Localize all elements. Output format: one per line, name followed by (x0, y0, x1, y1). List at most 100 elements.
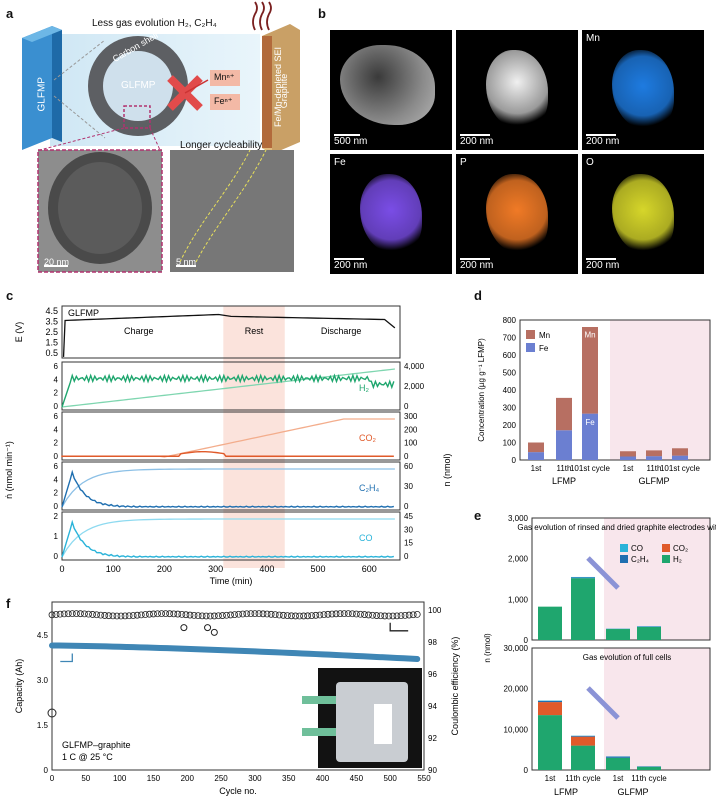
left-tick: 0 (54, 452, 59, 461)
tem-image-right (170, 150, 294, 272)
ce-point (324, 610, 332, 618)
left-tick: 4 (54, 375, 59, 384)
panel-letter-f: f (6, 596, 11, 611)
y2-axis-label: Coulombic efficiency (%) (450, 637, 460, 736)
scale-bar (334, 258, 364, 260)
ce-outlier (204, 624, 212, 632)
rest-shading (223, 306, 285, 568)
ce-point (312, 611, 320, 619)
ce-point (52, 611, 60, 618)
y-tick: 100 (503, 439, 517, 448)
y-tick: 200 (503, 421, 517, 430)
scale-bar (586, 258, 616, 260)
bar-segment (606, 629, 630, 640)
ce-point (85, 610, 92, 618)
gas-axes (61, 511, 401, 561)
ce-point (68, 610, 76, 618)
right-tick: 0 (404, 552, 409, 561)
x-tick: 11th (647, 464, 662, 473)
ce-point (235, 610, 243, 618)
ce-point (113, 612, 121, 620)
ce-point (56, 610, 64, 618)
bar-mn (646, 450, 662, 457)
panel-a-figure (22, 1, 300, 273)
axes-frame (519, 319, 711, 461)
voltage-tick: 3.5 (45, 317, 58, 327)
y-tick: 0 (524, 766, 529, 775)
x-tick: 0 (50, 774, 55, 783)
particle-signal (486, 174, 548, 254)
ce-point (206, 612, 214, 620)
voltage-curve (62, 313, 396, 357)
legend-label: H₂ (673, 555, 682, 564)
x-tick: 11th (557, 464, 572, 473)
y-tick: 400 (503, 386, 517, 395)
ce-outlier (180, 624, 188, 632)
gas-name-label: CO₂ (359, 433, 377, 443)
group-label: GLFMP (617, 787, 648, 797)
gas-name-label: C₂H₄ (359, 483, 379, 493)
y2-tick: 92 (428, 734, 437, 743)
ce-point (174, 610, 182, 618)
left-tick: 0 (54, 502, 59, 511)
capacity-curve (49, 642, 421, 662)
bar-segment (637, 766, 661, 770)
ce-point (219, 612, 226, 619)
ce-point (263, 610, 271, 618)
ce-outlier (210, 628, 218, 636)
left-tick: 4 (54, 475, 59, 484)
x-tick: 0 (59, 564, 64, 574)
bar-fe (528, 452, 544, 460)
x-tick: 600 (362, 564, 377, 574)
x-tick: 100 (113, 774, 127, 783)
y-tick: 600 (503, 351, 517, 360)
scale-bar-right: 5 nm (176, 257, 197, 267)
x-tick: 1st (623, 464, 634, 473)
panel-letter-a: a (6, 6, 14, 21)
x-tick: 350 (282, 774, 296, 783)
panel-letter-b: b (318, 6, 326, 21)
bar-mn (582, 327, 598, 414)
right-tick: 45 (404, 512, 413, 521)
y2-tick: 98 (428, 638, 437, 647)
bar-mn (556, 397, 572, 431)
particle-signal (612, 50, 674, 130)
ce-point (251, 610, 259, 618)
ce-point (393, 612, 401, 620)
right-tick: 300 (404, 412, 418, 421)
ce-point (141, 611, 149, 618)
bar-mn (620, 451, 636, 457)
cumulative-curve (61, 468, 395, 508)
left-tick: 2 (54, 489, 59, 498)
x-tick: 101st cycle (570, 464, 611, 473)
ce-point (292, 612, 299, 620)
axes-frame (51, 601, 425, 771)
legend-swatch (620, 555, 628, 563)
ce-point (64, 610, 72, 618)
ce-point (373, 612, 381, 619)
ce-point (109, 612, 117, 620)
ce-outlier (47, 708, 57, 718)
ce-point (162, 610, 170, 618)
left-tick: 6 (54, 462, 59, 471)
ce-point (385, 612, 393, 620)
left-tick: 2 (54, 439, 59, 448)
voltage-tick: 2.5 (45, 327, 58, 337)
decrease-arrow-icon (586, 556, 620, 590)
scale-bar-label: 200 nm (334, 260, 368, 271)
scale-bar-label: 500 nm (334, 136, 368, 147)
ce-point (166, 610, 174, 618)
ce-point (154, 610, 161, 618)
panel-letter-c: c (6, 288, 14, 303)
particle-signal (340, 45, 435, 125)
y-tick: 4.5 (37, 631, 49, 640)
ce-point (279, 611, 287, 619)
rate-axis-label: ṅ (nmol min⁻¹) (4, 441, 14, 499)
ce-point (255, 610, 263, 618)
scale-bar-label: 200 nm (460, 260, 494, 271)
scale-bar-label: 200 nm (586, 260, 620, 271)
ce-point (150, 610, 157, 618)
right-tick: 60 (404, 462, 413, 471)
ce-point (405, 611, 413, 619)
ce-point (137, 611, 145, 619)
